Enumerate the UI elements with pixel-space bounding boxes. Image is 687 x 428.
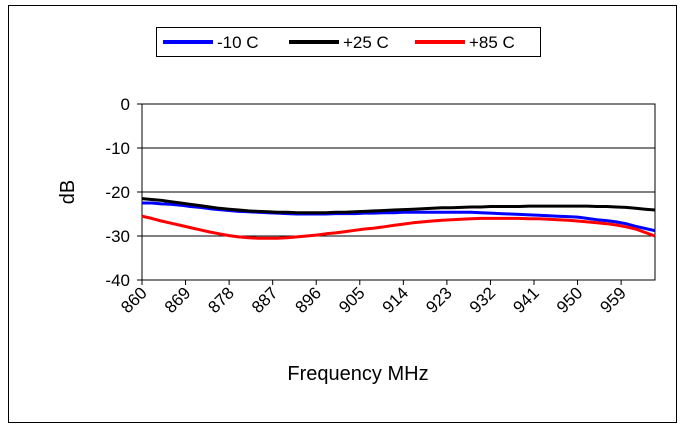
y-axis-ticks: 0 -10 -20 -30 -40 [105,95,142,290]
legend-item: +85 C [415,33,515,52]
legend: -10 C +25 C +85 C [156,27,541,57]
y-tick-label: -10 [105,139,130,158]
y-axis-title: dB [57,180,79,204]
legend-label: +25 C [343,33,389,52]
y-tick-label: 0 [121,95,130,114]
series-lines [141,197,656,240]
legend-box [156,27,541,57]
y-tick-label: -30 [105,227,130,246]
series-line [141,214,656,240]
legend-label: -10 C [217,33,259,52]
y-tick-label: -20 [105,183,130,202]
legend-label: +85 C [469,33,515,52]
series-line [141,197,656,215]
legend-item: -10 C [163,33,259,52]
legend-item: +25 C [289,33,389,52]
y-tick-label: -40 [105,271,130,290]
x-axis-title: Frequency MHz [287,363,428,385]
x-axis-ticks: 860 869 878 887 896 905 914 923 932 941 950 959 [117,280,630,317]
